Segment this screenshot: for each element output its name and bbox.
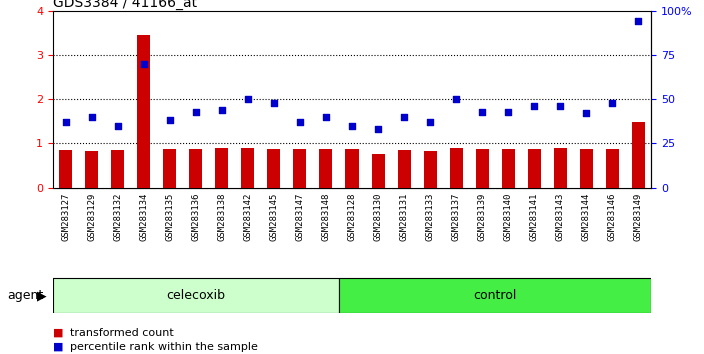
Point xyxy=(633,18,644,24)
Text: agent: agent xyxy=(7,289,43,302)
Text: control: control xyxy=(473,289,517,302)
Text: ■: ■ xyxy=(53,328,63,338)
Bar xyxy=(163,149,177,188)
Bar xyxy=(527,149,541,188)
Bar xyxy=(339,278,651,313)
Bar xyxy=(241,148,254,188)
Text: GSM283137: GSM283137 xyxy=(451,192,460,240)
Text: transformed count: transformed count xyxy=(70,328,174,338)
Point xyxy=(607,100,618,105)
Text: GSM283138: GSM283138 xyxy=(218,192,227,240)
Bar xyxy=(85,152,99,188)
Text: GSM283143: GSM283143 xyxy=(555,192,565,240)
Text: ■: ■ xyxy=(53,342,63,352)
Text: GSM283139: GSM283139 xyxy=(477,192,486,240)
Bar xyxy=(372,154,384,188)
Text: percentile rank within the sample: percentile rank within the sample xyxy=(70,342,258,352)
Text: GSM283147: GSM283147 xyxy=(296,192,304,240)
Point xyxy=(216,107,227,113)
Bar xyxy=(189,149,203,188)
Text: GSM283142: GSM283142 xyxy=(244,192,253,240)
Point xyxy=(425,119,436,125)
Point xyxy=(190,109,201,114)
Point xyxy=(294,119,306,125)
Bar xyxy=(346,149,358,188)
Point xyxy=(555,103,566,109)
Text: GSM283141: GSM283141 xyxy=(529,192,539,240)
Text: GSM283129: GSM283129 xyxy=(87,192,96,240)
Text: GSM283130: GSM283130 xyxy=(374,192,382,240)
Text: GSM283145: GSM283145 xyxy=(270,192,279,240)
Point xyxy=(398,114,410,120)
Text: ▶: ▶ xyxy=(37,289,47,302)
Bar xyxy=(59,150,73,188)
Bar xyxy=(398,150,410,188)
Point xyxy=(112,123,123,129)
Point xyxy=(320,114,332,120)
Bar xyxy=(424,152,436,188)
Point xyxy=(477,109,488,114)
Bar xyxy=(320,149,332,188)
Text: GSM283146: GSM283146 xyxy=(608,192,617,240)
Text: GSM283140: GSM283140 xyxy=(503,192,513,240)
Bar xyxy=(579,149,593,188)
Text: GSM283133: GSM283133 xyxy=(425,192,434,240)
Point xyxy=(242,96,253,102)
Bar xyxy=(111,150,125,188)
Point xyxy=(451,96,462,102)
Text: GSM283128: GSM283128 xyxy=(348,192,356,240)
Point xyxy=(372,126,384,132)
Text: GDS3384 / 41166_at: GDS3384 / 41166_at xyxy=(53,0,197,10)
Text: GSM283136: GSM283136 xyxy=(191,192,201,240)
Point xyxy=(503,109,514,114)
Text: GSM283149: GSM283149 xyxy=(634,192,643,240)
Point xyxy=(86,114,97,120)
Bar xyxy=(450,148,463,188)
Text: GSM283144: GSM283144 xyxy=(582,192,591,240)
Bar xyxy=(476,149,489,188)
Bar xyxy=(502,149,515,188)
Point xyxy=(581,110,592,116)
Bar xyxy=(215,148,228,188)
Text: GSM283148: GSM283148 xyxy=(322,192,330,240)
Text: GSM283135: GSM283135 xyxy=(165,192,175,240)
Bar xyxy=(553,148,567,188)
Text: celecoxib: celecoxib xyxy=(166,289,225,302)
Point xyxy=(138,61,149,67)
Bar xyxy=(268,149,280,188)
Bar xyxy=(137,35,151,188)
Bar xyxy=(631,122,645,188)
Text: GSM283132: GSM283132 xyxy=(113,192,122,240)
Bar xyxy=(53,278,339,313)
Point xyxy=(164,118,175,123)
Point xyxy=(268,100,279,105)
Text: GSM283131: GSM283131 xyxy=(400,192,408,240)
Point xyxy=(60,119,71,125)
Bar xyxy=(294,149,306,188)
Point xyxy=(529,103,540,109)
Text: GSM283134: GSM283134 xyxy=(139,192,149,240)
Point xyxy=(346,123,358,129)
Bar xyxy=(605,149,619,188)
Text: GSM283127: GSM283127 xyxy=(61,192,70,240)
